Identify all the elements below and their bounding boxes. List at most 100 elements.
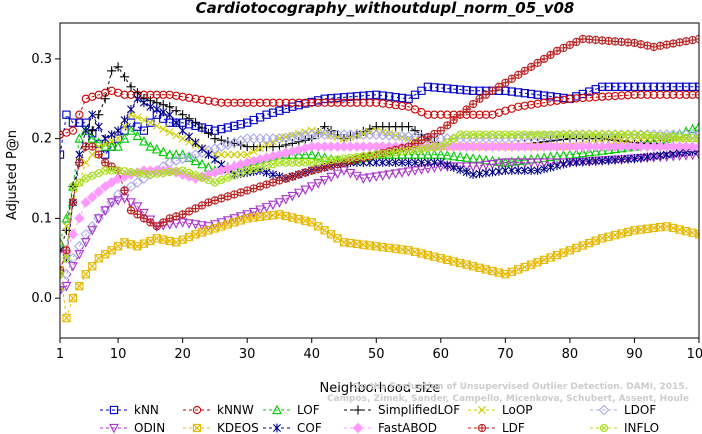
series-cof-point [578, 157, 587, 167]
series-odin-point [487, 160, 498, 170]
series-knn-point [397, 93, 407, 103]
legend-label-knnw: kNNW [217, 403, 254, 417]
series-lof-point [442, 149, 453, 160]
series-odin-point [261, 203, 272, 213]
plot-area [60, 34, 699, 323]
series-knn-point [533, 90, 542, 99]
series-lof-point [532, 153, 543, 163]
series-cof-point [198, 144, 206, 154]
series-knnw-point [694, 90, 699, 99]
series-loop-point [249, 147, 258, 156]
series-lof-point [151, 143, 162, 154]
series-inflo-point [681, 133, 691, 142]
series-fastabod-point [93, 186, 105, 198]
series-ldf-point [662, 40, 671, 49]
legend-entry-ldof: LDOF [590, 403, 656, 417]
legend-label-knn: kNN [134, 403, 159, 417]
series-inflo-point [527, 130, 536, 139]
series-odin-point [93, 214, 104, 224]
series-lof-point [306, 149, 317, 159]
series-cof-point [404, 158, 413, 167]
series-knnw-point [294, 98, 303, 107]
series-cof-point [385, 158, 394, 167]
series-inflo-point [346, 153, 355, 162]
y-axis-label: Adjusted P@n [5, 130, 20, 220]
y-tick-label: 0.1 [31, 211, 52, 226]
series-cof-point [417, 158, 426, 167]
series-ldf-point [126, 206, 136, 215]
series-lof-point [506, 156, 517, 166]
series-cof-point [146, 102, 155, 112]
series-inflo-point [604, 130, 613, 139]
series-knnw-point [598, 92, 607, 101]
series-inflo-point [623, 130, 633, 139]
series-knnw-point [610, 91, 620, 101]
legend-label-fastabod: FastABOD [378, 421, 437, 434]
series-knnw-point [314, 98, 323, 107]
series-odin-point [326, 172, 336, 183]
series-inflo-point [610, 130, 620, 139]
series-knnw-point [436, 110, 445, 119]
series-kdeos [60, 210, 699, 323]
series-inflo-point [539, 130, 549, 139]
series-kdeos-point [694, 230, 699, 239]
series-loop-point [81, 158, 90, 167]
series-inflo-point [481, 130, 491, 139]
x-tick-label: 100 [687, 347, 702, 362]
series-kdeos-point [68, 293, 78, 303]
series-lof-point [139, 135, 149, 146]
series-knn-point [275, 106, 284, 115]
series-knn-point [636, 82, 646, 91]
series-knnw-point [255, 98, 265, 107]
series-knnw-point [184, 93, 194, 102]
series-cof-point [430, 158, 439, 167]
series-odin-point [474, 161, 485, 172]
series-ldof-point [138, 173, 150, 184]
series-cof-point [172, 118, 181, 128]
series-knnw-point [591, 93, 600, 102]
series-cof-point [423, 158, 432, 167]
series-knnw-point [662, 90, 671, 99]
series-cof-point [443, 160, 452, 170]
series-knn-point [507, 87, 516, 96]
series-knnw-point [320, 98, 329, 107]
series-inflo-point [675, 133, 684, 142]
series-simplifiedlof-point [410, 126, 420, 136]
series-inflo [60, 130, 699, 279]
series-loop-point [62, 222, 71, 231]
series-inflo-point [656, 132, 665, 141]
series-knnw-point [288, 98, 297, 107]
series-odin-point [197, 221, 207, 231]
series-cof-point [507, 166, 516, 175]
series-lof-point [552, 150, 562, 161]
series-inflo-point [255, 163, 265, 172]
series-odin-point [403, 167, 414, 177]
x-tick-label: 10 [110, 347, 127, 362]
series-cof-point [501, 166, 510, 175]
series-ldf-point [456, 110, 465, 119]
series-ldf-point [675, 38, 684, 47]
series-ldf-point [656, 41, 665, 50]
series-loop-point [256, 144, 265, 153]
series-cof-point [456, 165, 465, 175]
series-odin-point [60, 286, 65, 296]
series-knn-point [694, 82, 699, 91]
series-odin-point [313, 179, 324, 189]
series-lof-point [113, 141, 123, 151]
series-knnw-point [572, 94, 581, 103]
series-loop-point [152, 121, 161, 130]
series-cof-point [604, 155, 613, 165]
series-cof-point [210, 155, 219, 164]
series-knnw-point [649, 90, 658, 99]
series-inflo-point [397, 147, 407, 156]
x-axis-label: Neighborhood size [320, 381, 441, 396]
series-cof-point [114, 126, 123, 136]
series-simplifiedlof-point [171, 106, 181, 116]
series-odin-point [532, 158, 543, 168]
series-ldf-point [539, 54, 549, 64]
x-tick-label: 50 [368, 347, 385, 362]
series-lof-point [119, 133, 130, 143]
series-knnw-point [520, 101, 529, 110]
series-ldf-point [443, 121, 452, 130]
series-ldf-point [436, 126, 445, 135]
